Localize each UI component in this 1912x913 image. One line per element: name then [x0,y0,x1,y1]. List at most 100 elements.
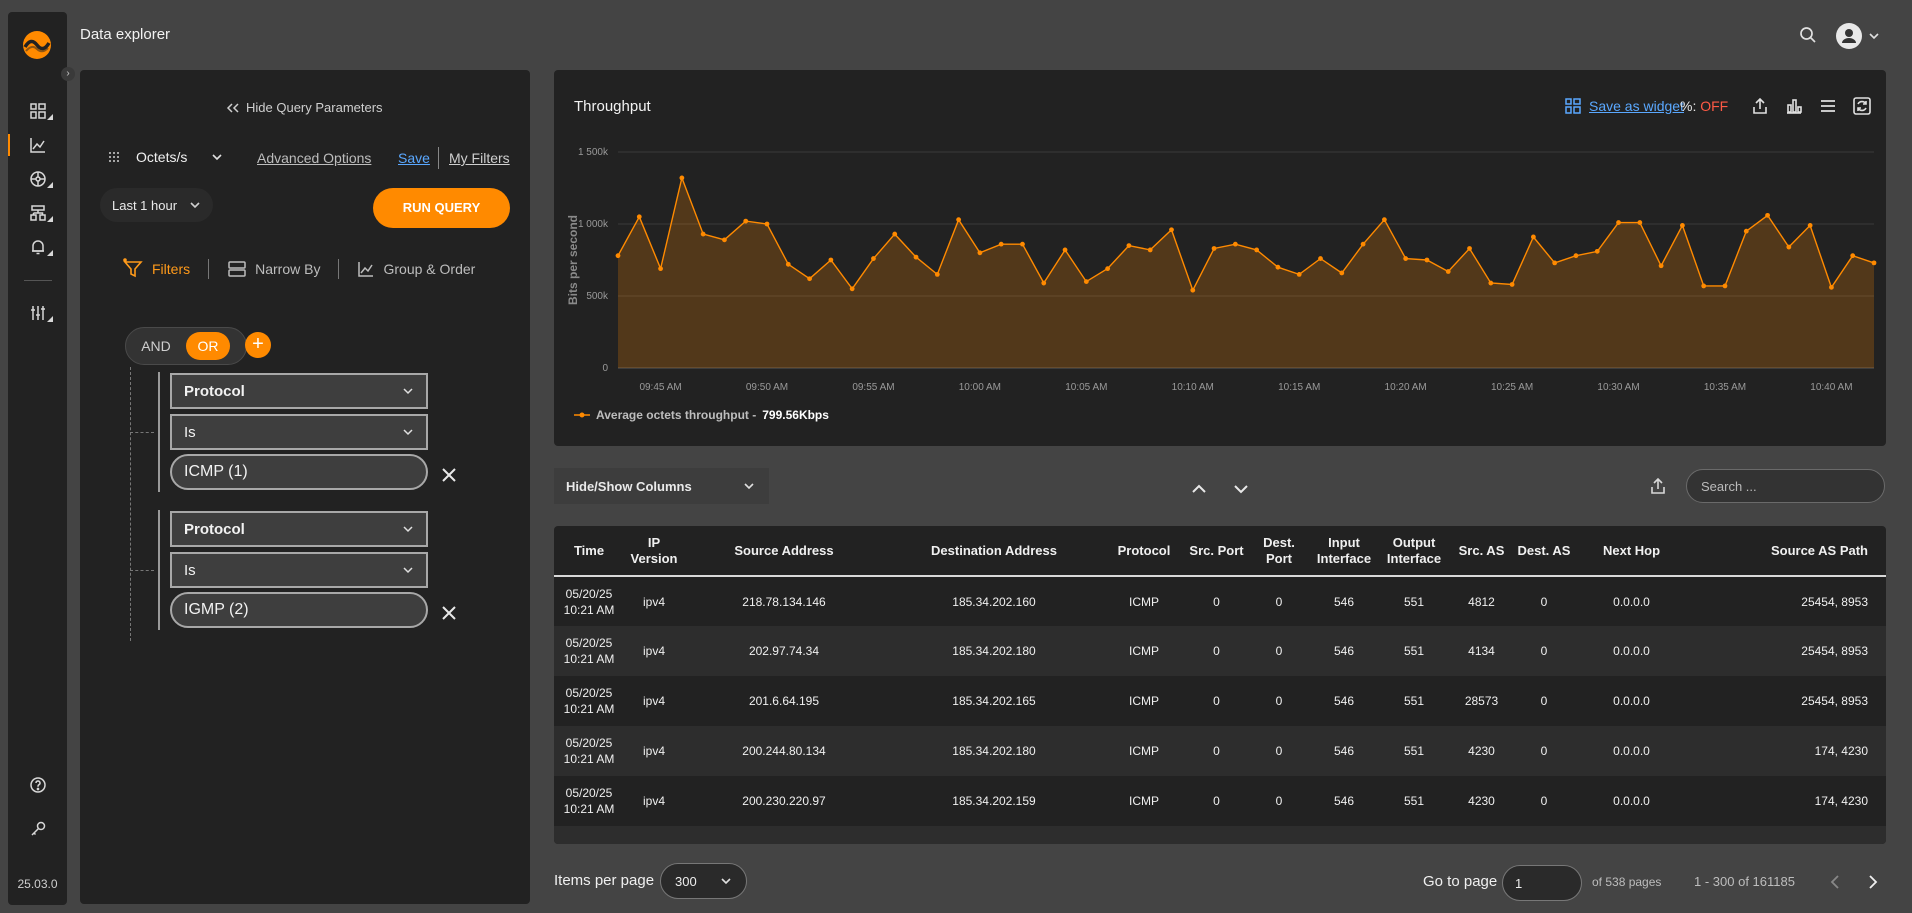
column-header[interactable]: Dest. AS [1514,526,1574,577]
column-header[interactable]: Input Interface [1309,526,1379,577]
column-header[interactable]: Destination Address [884,526,1104,577]
data-point [807,276,812,282]
export-icon[interactable] [1750,96,1770,116]
menu-icon[interactable] [1818,96,1838,116]
logic-or[interactable]: OR [186,332,230,360]
filter-operator-select[interactable]: Is [170,552,428,588]
save-widget-button[interactable]: Save as widget [1565,98,1684,114]
add-filter-button[interactable]: + [245,332,271,358]
data-point [849,286,855,292]
table-row[interactable]: 05/20/25 10:21 AM ipv4 201.6.64.195 185.34.… [554,676,1886,726]
table-row[interactable]: 05/20/25 10:21 AM ipv4 200.244.80.134 185.3… [554,726,1886,776]
table-row[interactable]: 05/20/25 10:21 AM ipv4 218.78.134.146 185.3… [554,576,1886,626]
logic-toggle[interactable]: AND OR [125,327,247,365]
data-point [977,250,983,256]
table-row[interactable]: 05/20/25 10:21 AM ipv4 202.97.74.34 185.34.… [554,626,1886,676]
goto-page-input[interactable] [1502,865,1582,901]
my-filters-link[interactable]: My Filters [449,150,510,166]
column-header[interactable]: Time [554,526,624,577]
percent-value: OFF [1700,98,1729,114]
tab-filters[interactable]: Filters [122,258,208,280]
data-point [1360,241,1366,247]
chevron-down-icon [190,202,200,209]
data-point [913,254,919,260]
close-icon[interactable] [440,604,458,622]
refresh-icon[interactable] [1852,96,1872,116]
table-row[interactable]: 05/20/25 10:21 AM ipv4 200.230.220.97 185.3… [554,776,1886,826]
help-icon[interactable] [8,770,67,800]
table-cell: 0 [1540,794,1548,808]
table-cell [624,826,684,844]
network-icon[interactable] [8,164,67,194]
column-header[interactable]: Src. Port [1184,526,1249,577]
column-header[interactable]: Dest. Port [1249,526,1309,577]
column-header[interactable]: Src. AS [1449,526,1514,577]
chevron-down-icon[interactable] [1868,30,1880,42]
expand-rail-button[interactable]: › [61,67,75,81]
filter-operator-select[interactable]: Is [170,414,428,450]
table-cell: 0 [1249,726,1309,776]
table-cell: 551 [1379,726,1449,776]
filter-field-select[interactable]: Protocol [170,511,428,547]
chevron-up-icon[interactable] [1189,479,1209,499]
sliders-icon[interactable] [8,298,67,328]
hide-show-columns-select[interactable]: Hide/Show Columns [554,468,769,504]
column-header[interactable]: Source AS Path [1689,526,1886,577]
logic-and[interactable]: AND [141,338,171,354]
chart-line-icon[interactable] [8,130,67,160]
hide-query-button[interactable]: Hide Query Parameters [226,100,383,115]
throughput-chart[interactable]: 0 500k 1 000k 1 500k Bits per second 09:45 AM… [554,140,1886,400]
close-icon[interactable] [440,466,458,484]
table-cell: 0 [1184,626,1249,676]
export-icon[interactable] [1648,476,1668,496]
items-per-page-select[interactable]: 300 [660,863,747,899]
filter-field-select[interactable]: Protocol [170,373,428,409]
table-cell: 25454, 8953 [1801,694,1868,708]
avatar[interactable] [1836,23,1862,49]
data-point [1786,244,1792,250]
advanced-options-link[interactable]: Advanced Options [257,150,372,166]
x-tick-label: 10:30 AM [1597,382,1639,393]
x-tick-label: 10:40 AM [1810,382,1852,393]
tab-narrow-by[interactable]: Narrow By [209,259,338,279]
chevron-down-icon[interactable] [1231,479,1251,499]
metric-select[interactable]: Octets/s [108,149,223,165]
time-range-select[interactable]: Last 1 hour [100,188,214,222]
chevron-right-icon[interactable] [1863,873,1881,891]
table-cell: 0.0.0.0 [1613,694,1650,708]
x-tick-label: 10:05 AM [1065,382,1107,393]
tab-group-order[interactable]: Group & Order [339,260,493,278]
key-icon[interactable] [8,814,67,844]
legend-label: Average octets throughput - [596,408,757,422]
tab-divider [208,259,210,279]
column-header[interactable]: Source Address [684,526,884,577]
column-header[interactable]: IP Version [624,526,684,577]
data-point [1637,220,1643,225]
table-row[interactable]: 05/20/25 [554,826,1886,844]
chevron-left-icon[interactable] [1827,873,1845,891]
table-search-input[interactable] [1686,469,1885,503]
data-point [998,241,1004,247]
column-header[interactable]: Protocol [1104,526,1184,577]
percent-toggle[interactable]: %: OFF [1680,98,1728,114]
table-cell: 174, 4230 [1689,726,1886,776]
save-link[interactable]: Save [398,150,430,166]
filter-value-input[interactable]: IGMP (2) [170,592,428,628]
column-header[interactable]: Next Hop [1574,526,1689,577]
chevron-down-icon [403,567,413,574]
chart-panel: Throughput Save as widget %: OFF 0 500k 1 … [554,70,1886,446]
hierarchy-icon[interactable] [8,198,67,228]
column-header[interactable]: Output Interface [1379,526,1449,577]
run-query-button[interactable]: RUN QUERY [373,188,510,228]
table-cell: 185.34.202.180 [884,726,1104,776]
filter-value-input[interactable]: ICMP (1) [170,454,428,490]
bell-icon[interactable] [8,232,67,262]
table-cell: 0 [1275,594,1283,609]
x-tick-label: 10:35 AM [1704,382,1746,393]
search-icon[interactable] [1798,25,1818,45]
table-cell: 551 [1379,626,1449,676]
dashboard-icon[interactable] [8,96,67,126]
app-logo[interactable] [22,30,52,60]
bar-chart-icon[interactable] [1784,96,1804,116]
filter-field-label: Protocol [184,382,245,400]
